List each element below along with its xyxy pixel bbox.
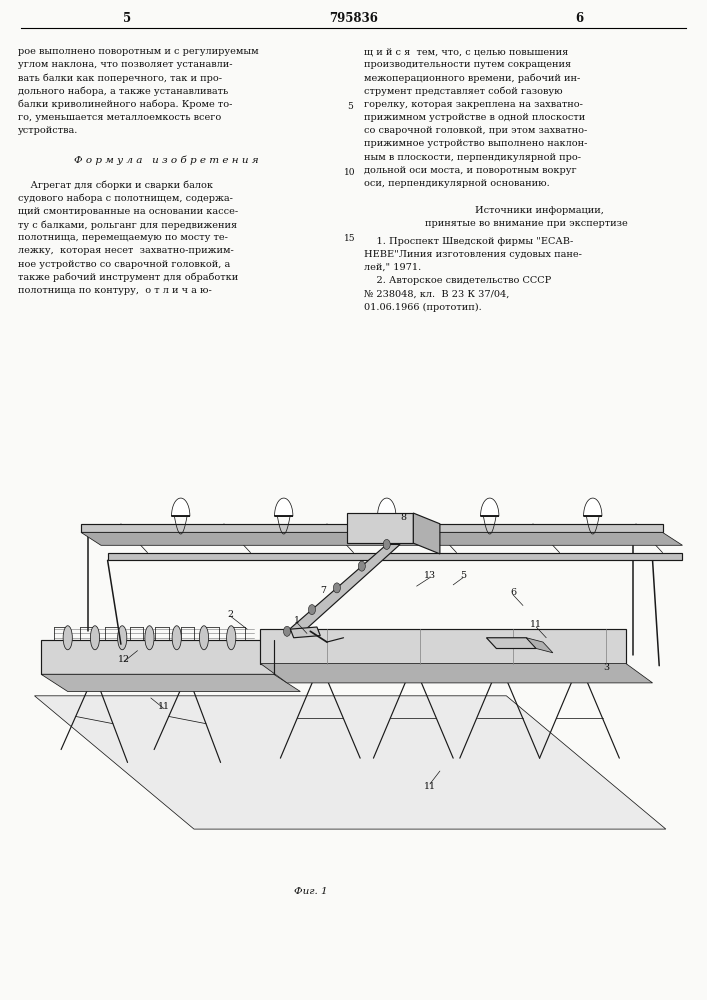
Text: также рабочий инструмент для обработки: также рабочий инструмент для обработки — [18, 273, 238, 282]
Circle shape — [308, 605, 315, 615]
Text: 13: 13 — [424, 571, 436, 580]
Text: 5: 5 — [460, 571, 466, 580]
Text: Фиг. 1: Фиг. 1 — [294, 888, 328, 896]
Text: ту с балками, рольганг для передвижения: ту с балками, рольганг для передвижения — [18, 220, 237, 230]
Circle shape — [358, 561, 366, 571]
Polygon shape — [81, 524, 662, 532]
Polygon shape — [41, 640, 274, 674]
Text: 5: 5 — [347, 102, 353, 111]
Text: 6: 6 — [510, 588, 516, 597]
Polygon shape — [287, 544, 400, 631]
Text: 6: 6 — [575, 12, 584, 25]
Ellipse shape — [172, 626, 181, 650]
Text: прижимное устройство выполнено наклон-: прижимное устройство выполнено наклон- — [364, 139, 588, 148]
Polygon shape — [274, 498, 293, 516]
Polygon shape — [172, 498, 190, 516]
Text: рое выполнено поворотным и с регулируемым: рое выполнено поворотным и с регулируемы… — [18, 47, 258, 56]
Text: принятые во внимание при экспертизе: принятые во внимание при экспертизе — [426, 219, 628, 228]
Text: Агрегат для сборки и сварки балок: Агрегат для сборки и сварки балок — [18, 180, 213, 190]
Polygon shape — [486, 638, 537, 648]
Circle shape — [383, 539, 390, 549]
Ellipse shape — [145, 626, 154, 650]
Polygon shape — [414, 513, 440, 554]
Text: ное устройство со сварочной головкой, а: ное устройство со сварочной головкой, а — [18, 260, 230, 269]
Text: оси, перпендикулярной основанию.: оси, перпендикулярной основанию. — [364, 179, 550, 188]
Text: НЕВЕ"Линия изготовления судовых пане-: НЕВЕ"Линия изготовления судовых пане- — [364, 250, 582, 259]
Text: горелку, которая закреплена на захватно-: горелку, которая закреплена на захватно- — [364, 100, 583, 109]
Ellipse shape — [199, 626, 209, 650]
Polygon shape — [481, 498, 499, 516]
Text: 8: 8 — [400, 513, 407, 522]
Text: струмент представляет собой газовую: струмент представляет собой газовую — [364, 87, 563, 96]
Text: со сварочной головкой, при этом захватно-: со сварочной головкой, при этом захватно… — [364, 126, 588, 135]
Text: 1: 1 — [294, 616, 300, 625]
Polygon shape — [291, 627, 320, 638]
Polygon shape — [378, 498, 396, 516]
Text: устройства.: устройства. — [18, 126, 78, 135]
Text: 1. Проспект Шведской фирмы "ЕСАВ-: 1. Проспект Шведской фирмы "ЕСАВ- — [364, 237, 573, 246]
Ellipse shape — [63, 626, 72, 650]
Text: 7: 7 — [320, 586, 327, 595]
Text: Ф о р м у л а   и з о б р е т е н и я: Ф о р м у л а и з о б р е т е н и я — [74, 155, 259, 165]
Text: 5: 5 — [123, 12, 132, 25]
Text: дольного набора, а также устанавливать: дольного набора, а также устанавливать — [18, 87, 228, 96]
Ellipse shape — [117, 626, 127, 650]
Circle shape — [284, 626, 291, 636]
Text: го, уменьшается металлоемкость всего: го, уменьшается металлоемкость всего — [18, 113, 221, 122]
Polygon shape — [35, 696, 666, 829]
Text: полотнища по контуру,  о т л и ч а ю-: полотнища по контуру, о т л и ч а ю- — [18, 286, 211, 295]
Polygon shape — [583, 498, 602, 516]
Text: балки криволинейного набора. Кроме то-: балки криволинейного набора. Кроме то- — [18, 100, 232, 109]
Text: 01.06.1966 (прототип).: 01.06.1966 (прототип). — [364, 303, 482, 312]
Polygon shape — [526, 638, 553, 653]
Polygon shape — [347, 513, 414, 543]
Text: щий смонтированные на основании кассе-: щий смонтированные на основании кассе- — [18, 207, 238, 216]
Text: судового набора с полотнищем, содержа-: судового набора с полотнищем, содержа- — [18, 194, 233, 203]
Text: щ и й с я  тем, что, с целью повышения: щ и й с я тем, что, с целью повышения — [364, 47, 568, 56]
Ellipse shape — [90, 626, 100, 650]
Circle shape — [334, 583, 341, 593]
Polygon shape — [107, 553, 682, 560]
Polygon shape — [41, 674, 300, 692]
Text: лей," 1971.: лей," 1971. — [364, 263, 421, 272]
Text: Источники информации,: Источники информации, — [450, 206, 604, 215]
Text: межоперационного времени, рабочий ин-: межоперационного времени, рабочий ин- — [364, 73, 580, 83]
Text: 15: 15 — [344, 234, 356, 243]
Text: лежку,  которая несет  захватно-прижим-: лежку, которая несет захватно-прижим- — [18, 246, 233, 255]
Text: дольной оси моста, и поворотным вокруг: дольной оси моста, и поворотным вокруг — [364, 166, 577, 175]
Polygon shape — [260, 664, 653, 683]
Text: 2: 2 — [228, 610, 233, 619]
Text: 10: 10 — [344, 168, 356, 177]
Text: 3: 3 — [603, 663, 609, 672]
Text: № 238048, кл.  В 23 К 37/04,: № 238048, кл. В 23 К 37/04, — [364, 289, 510, 298]
Text: вать балки как поперечного, так и про-: вать балки как поперечного, так и про- — [18, 73, 222, 83]
Polygon shape — [81, 532, 682, 545]
Text: 2. Авторское свидетельство СССР: 2. Авторское свидетельство СССР — [364, 276, 551, 285]
Text: 11: 11 — [424, 782, 436, 791]
Text: 11: 11 — [158, 702, 170, 711]
Text: 795836: 795836 — [329, 12, 378, 25]
Text: 12: 12 — [118, 655, 130, 664]
Polygon shape — [260, 629, 626, 664]
Text: ным в плоскости, перпендикулярной про-: ным в плоскости, перпендикулярной про- — [364, 153, 581, 162]
Text: прижимном устройстве в одной плоскости: прижимном устройстве в одной плоскости — [364, 113, 585, 122]
Text: 11: 11 — [530, 620, 542, 629]
Text: производительности путем сокращения: производительности путем сокращения — [364, 60, 571, 69]
Text: углом наклона, что позволяет устанавли-: углом наклона, что позволяет устанавли- — [18, 60, 232, 69]
Text: полотнища, перемещаемую по мосту те-: полотнища, перемещаемую по мосту те- — [18, 233, 228, 242]
Ellipse shape — [227, 626, 236, 650]
